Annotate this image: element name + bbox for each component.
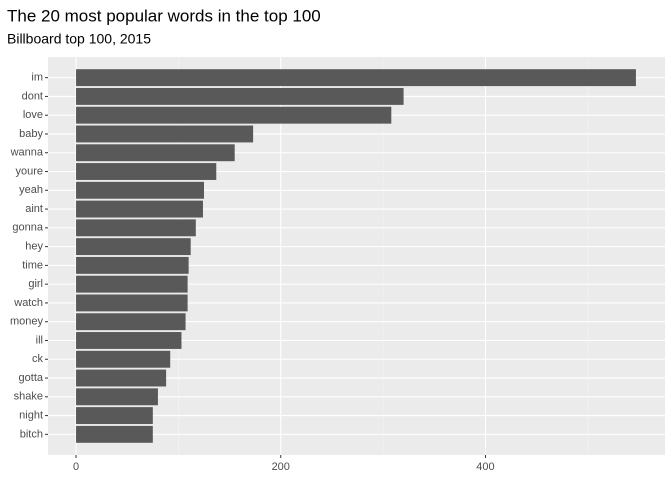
y-tick-label: baby	[19, 128, 43, 140]
y-tick-label: wanna	[10, 147, 44, 159]
bar	[76, 332, 182, 349]
bar	[76, 144, 235, 162]
y-tick-label: watch	[13, 297, 43, 309]
y-tick-label: money	[10, 316, 44, 328]
bar	[76, 238, 191, 256]
y-tick-label: time	[22, 259, 43, 271]
bar	[76, 219, 196, 237]
bar	[76, 388, 158, 406]
y-tick-label: dont	[22, 90, 43, 102]
y-tick-label: im	[31, 72, 43, 84]
bar	[76, 407, 153, 425]
y-tick-label: shake	[14, 391, 43, 403]
y-tick-label: ill	[36, 334, 43, 346]
y-tick-label: girl	[28, 278, 43, 290]
y-tick-label: love	[23, 109, 43, 121]
bar	[76, 294, 188, 312]
bar	[76, 256, 189, 274]
y-tick-label: gotta	[19, 372, 44, 384]
y-tick-label: yeah	[19, 184, 43, 196]
y-tick-label: gonna	[12, 222, 43, 234]
bar	[76, 181, 204, 199]
bar	[76, 425, 153, 443]
y-tick-label: bitch	[20, 428, 43, 440]
y-tick-label: youre	[15, 165, 43, 177]
bar	[76, 163, 217, 180]
y-tick-label: night	[19, 409, 43, 421]
bar	[76, 125, 254, 143]
bar	[76, 87, 404, 105]
y-tick-label: aint	[25, 203, 43, 215]
bar	[76, 275, 188, 293]
chart-title: The 20 most popular words in the top 100	[7, 6, 321, 25]
x-tick-label: 0	[73, 461, 79, 473]
chart-subtitle: Billboard top 100, 2015	[7, 31, 151, 47]
bar	[76, 350, 171, 368]
bar	[76, 69, 636, 87]
y-tick-label: ck	[32, 353, 44, 365]
bar	[76, 313, 186, 331]
bar	[76, 369, 167, 387]
x-tick-label: 400	[476, 461, 494, 473]
x-tick-label: 200	[272, 461, 290, 473]
y-tick-label: hey	[25, 241, 43, 253]
bar	[76, 200, 203, 218]
bar	[76, 106, 392, 124]
